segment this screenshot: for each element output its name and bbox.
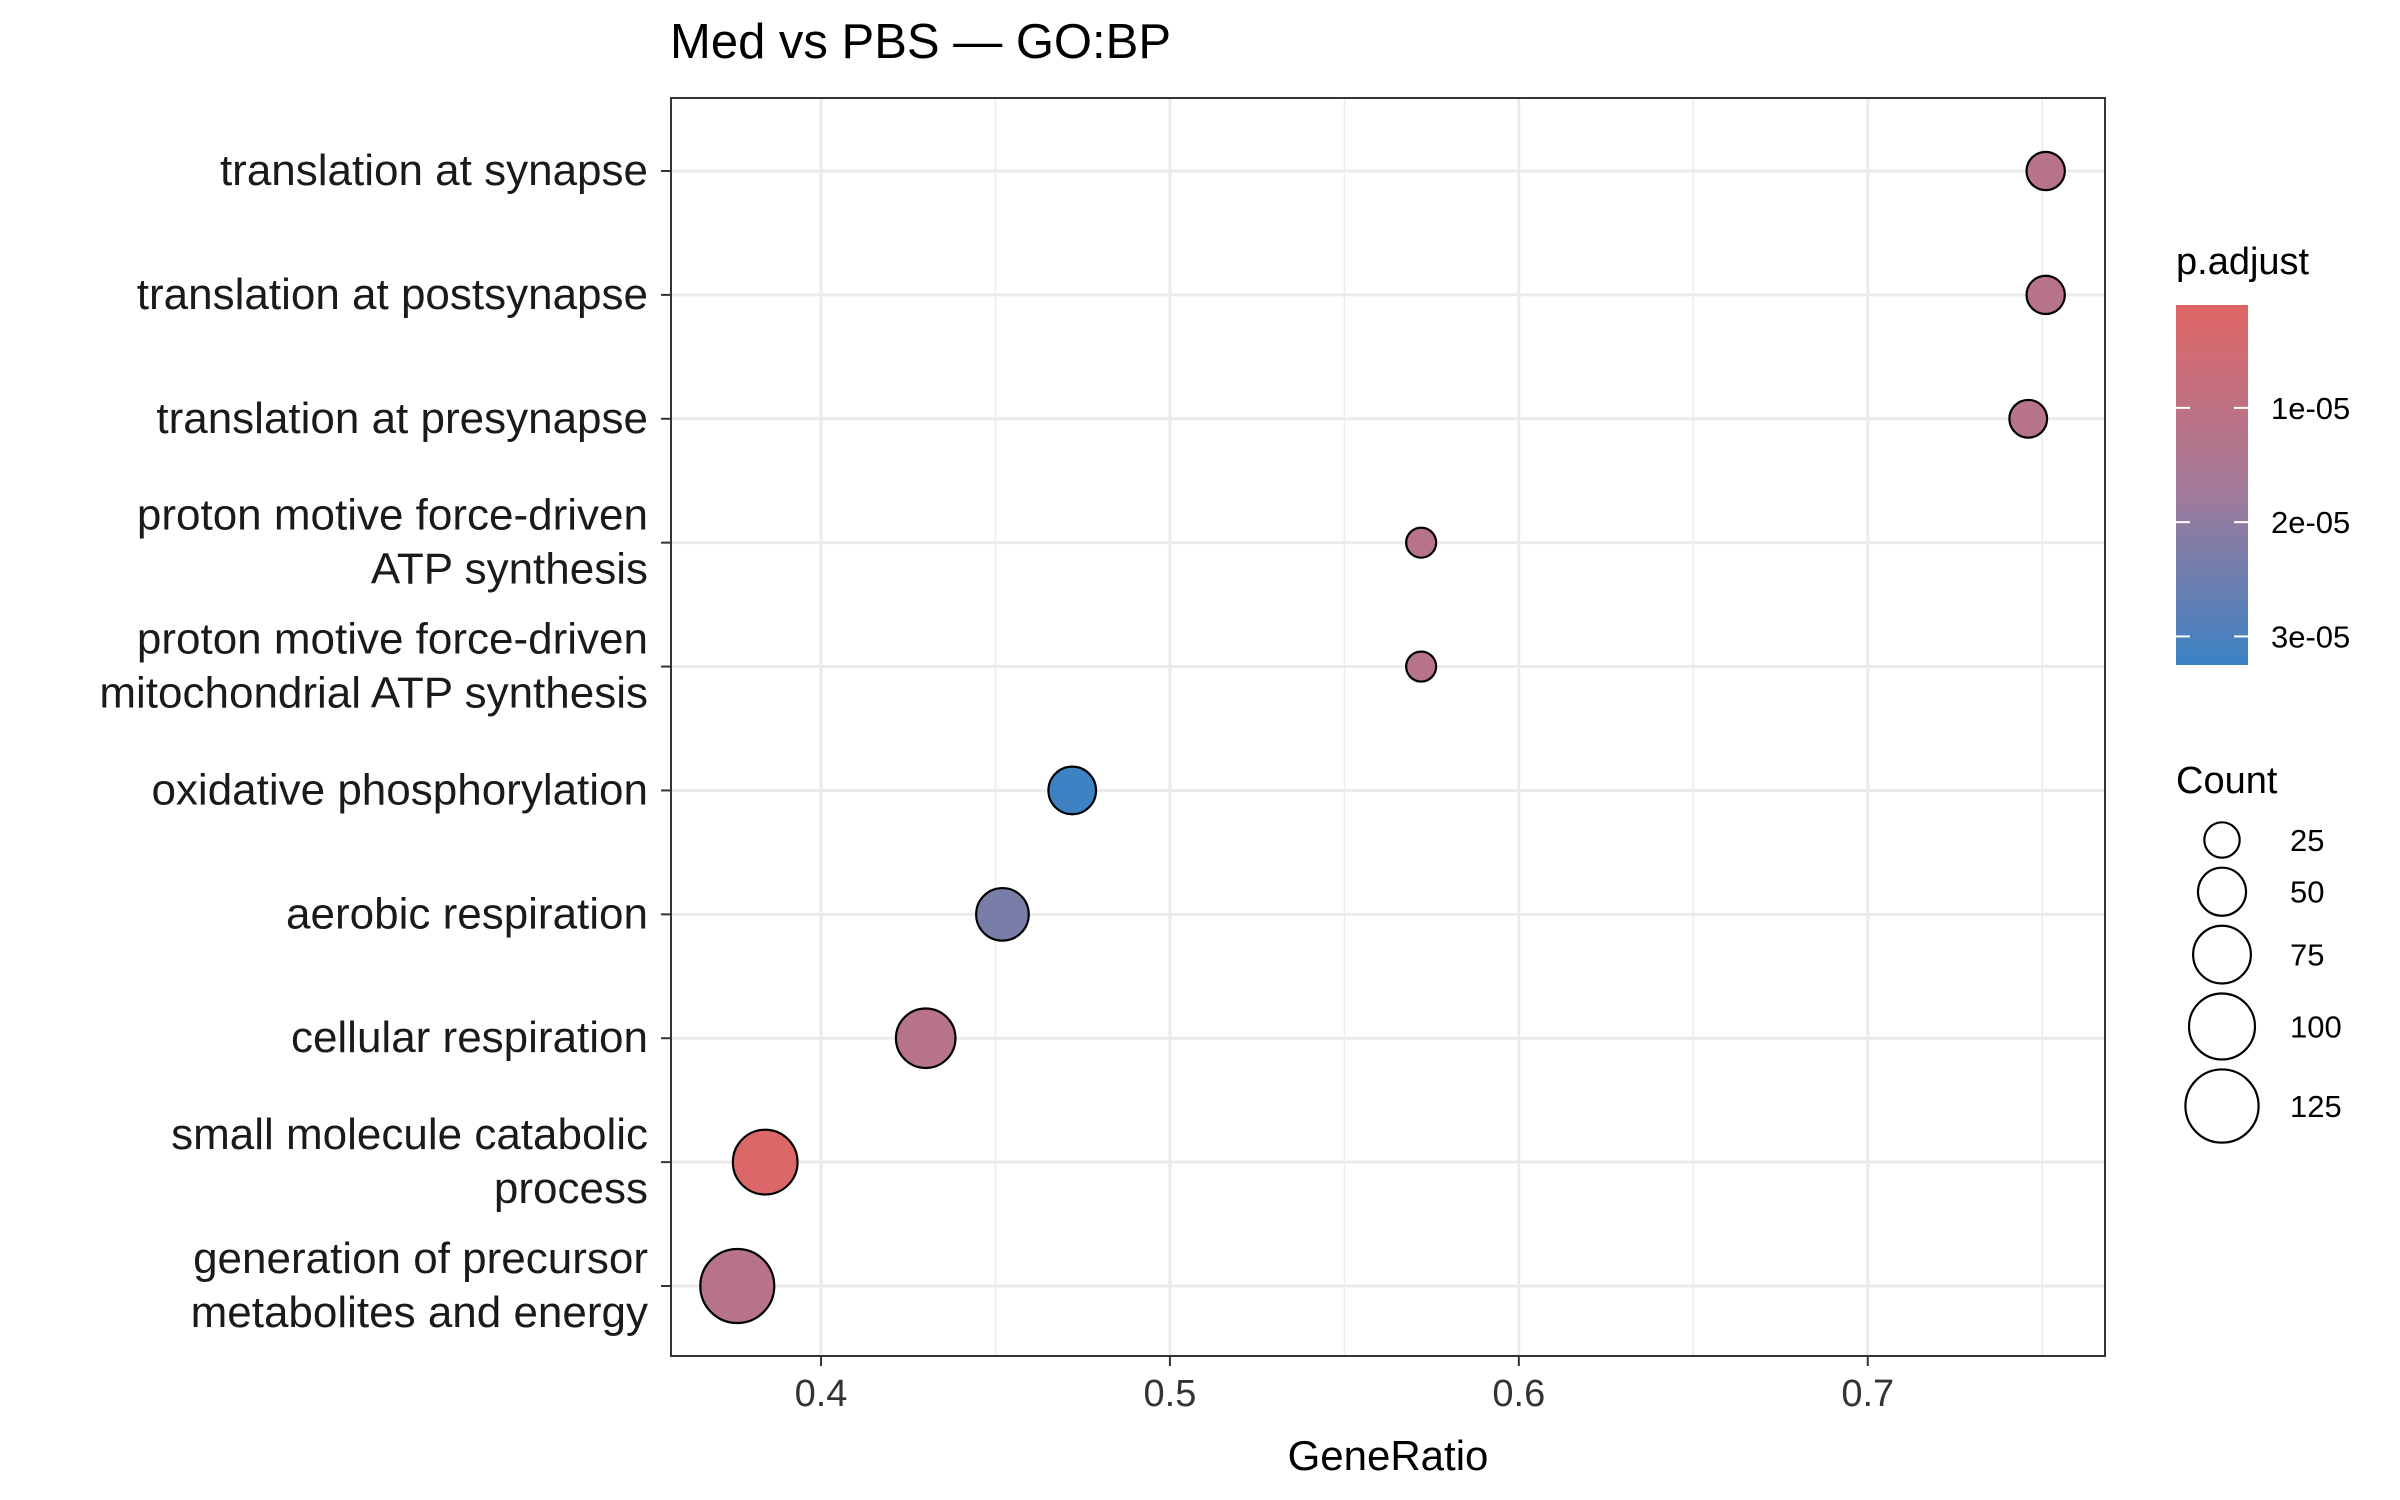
size-legend-label: 50 (2290, 875, 2324, 910)
color-legend-tick-label: 3e-05 (2271, 619, 2350, 654)
x-tick-label: 0.7 (1841, 1373, 1894, 1415)
size-legend-circle (2196, 866, 2248, 917)
y-tick-label: cellular respiration (291, 1013, 648, 1062)
size-legend: Count 25 50 75 100 125 (2176, 760, 2342, 1144)
size-legend-circle (2203, 821, 2241, 859)
data-point (2025, 274, 2066, 316)
y-tick-label: translation at synapse (220, 146, 648, 195)
grid-lines (671, 98, 2105, 1356)
y-tick-label: proton motive force-driven (137, 615, 648, 664)
y-tick-label: oxidative phosphorylation (151, 765, 648, 814)
data-point (731, 1128, 799, 1196)
color-legend: p.adjust 1e-05 2e-05 3e-05 (2176, 241, 2350, 665)
chart-title: Med vs PBS — GO:BP (670, 15, 1171, 69)
data-point (975, 886, 1030, 942)
size-legend-label: 100 (2290, 1009, 2342, 1044)
x-axis-title: GeneRatio (1288, 1432, 1489, 1479)
y-tick-label: translation at presynapse (156, 394, 648, 443)
y-tick-label: small molecule catabolic (171, 1110, 648, 1159)
y-tick-label: proton motive force-driven (137, 491, 648, 540)
color-legend-bar (2176, 305, 2248, 665)
size-legend-circle (2192, 924, 2252, 985)
color-legend-tick-label: 2e-05 (2271, 505, 2350, 540)
x-tick-label: 0.5 (1144, 1373, 1197, 1415)
y-axis: translation at synapse translation at pos… (99, 146, 671, 1337)
y-tick-label: mitochondrial ATP synthesis (99, 669, 648, 718)
data-point (894, 1007, 957, 1070)
data-points (699, 150, 2066, 1325)
y-tick-label: process (494, 1164, 648, 1213)
x-tick-label: 0.6 (1492, 1373, 1545, 1415)
size-legend-label: 75 (2290, 938, 2324, 973)
color-legend-ticks: 1e-05 2e-05 3e-05 (2176, 391, 2350, 654)
x-tick-label: 0.4 (795, 1373, 848, 1415)
size-legend-circle (2184, 1068, 2260, 1144)
size-legend-label: 25 (2290, 823, 2324, 858)
y-tick-label: generation of precursor (193, 1234, 648, 1283)
plot-panel-border (670, 97, 2106, 1357)
data-point (1405, 526, 1438, 559)
size-legend-label: 125 (2290, 1089, 2342, 1124)
data-point (1047, 765, 1098, 816)
data-point (2008, 398, 2049, 439)
y-tick-label: translation at postsynapse (137, 270, 648, 319)
color-legend-tick-label: 1e-05 (2271, 391, 2350, 426)
y-tick-label: ATP synthesis (371, 545, 648, 594)
y-tick-label: metabolites and energy (191, 1288, 648, 1337)
color-legend-title: p.adjust (2176, 241, 2310, 283)
data-point (1405, 650, 1438, 683)
size-legend-entries: 25 50 75 100 125 (2184, 821, 2342, 1144)
data-point (2025, 150, 2066, 192)
size-legend-circle (2187, 992, 2257, 1061)
x-axis: 0.4 0.5 0.6 0.7 (795, 1356, 1894, 1415)
data-point (699, 1247, 776, 1325)
size-legend-title: Count (2176, 760, 2278, 802)
y-tick-label: aerobic respiration (286, 889, 648, 938)
